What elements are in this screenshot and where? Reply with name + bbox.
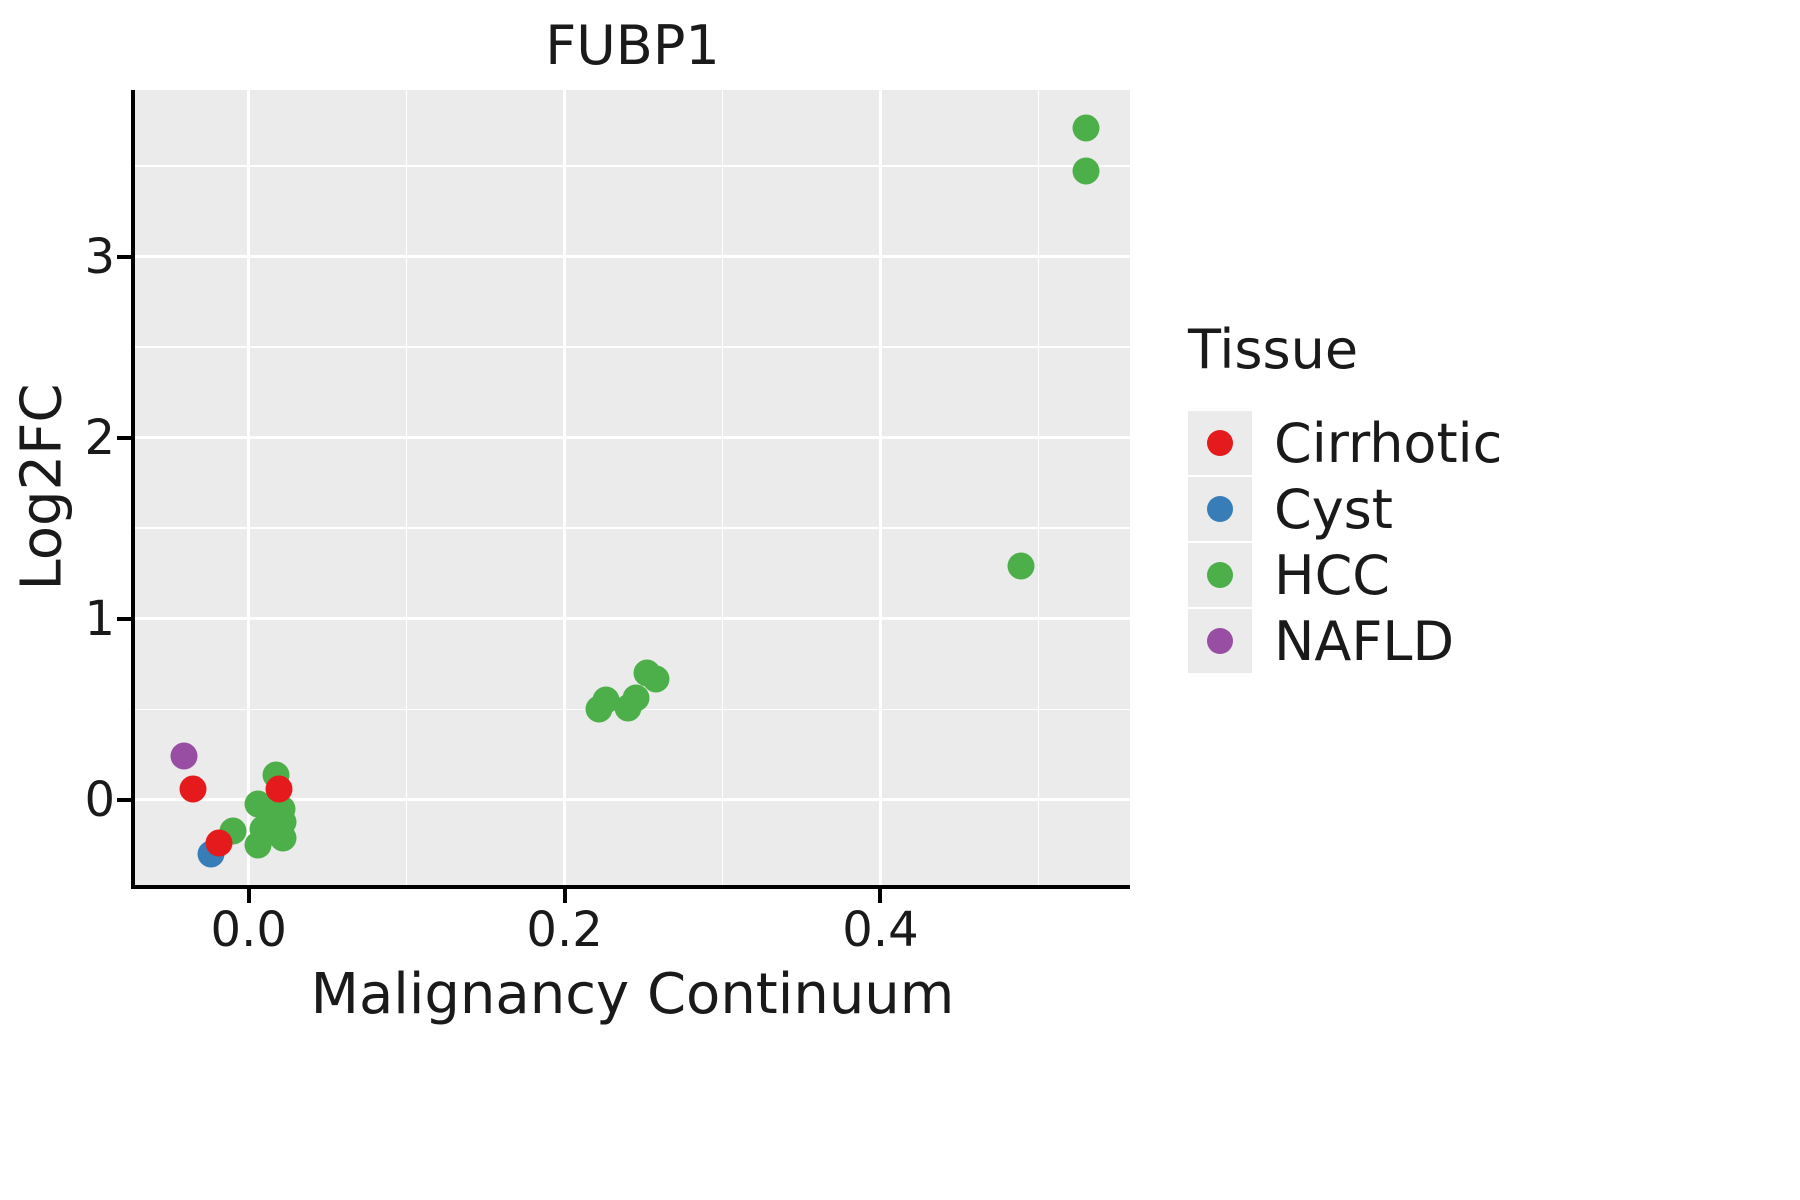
legend: Tissue Cirrhotic Cyst HCC NAFLD [1188,318,1502,675]
legend-item-cyst: Cyst [1188,477,1502,541]
x-tick [246,889,251,903]
data-point-hcc [1007,552,1035,580]
y-axis-line [131,90,135,889]
y-tick-label: 3 [84,228,115,285]
legend-key [1188,411,1252,475]
x-tick [878,889,883,903]
y-tick [117,435,131,440]
legend-label: HCC [1274,543,1391,607]
data-point-cirrhotic [265,775,293,803]
gridline-major-x [247,90,251,885]
gridline-major-y [135,255,1130,259]
x-axis-line [131,885,1130,889]
legend-dot-icon [1207,562,1233,588]
x-tick-label: 0.0 [210,902,287,958]
y-tick-label: 2 [84,409,115,466]
data-point-hcc [244,831,272,859]
legend-dot-icon [1207,496,1233,522]
legend-dot-icon [1207,430,1233,456]
x-axis-label: Malignancy Continuum [310,962,955,1027]
legend-item-cirrhotic: Cirrhotic [1188,411,1502,475]
gridline-minor-y [135,165,1130,167]
legend-key [1188,609,1252,673]
x-tick-label: 0.2 [526,902,603,958]
gridline-major-x [563,90,567,885]
gridline-minor-x [405,90,408,885]
legend-label: Cirrhotic [1274,411,1503,475]
data-point-hcc [642,665,670,693]
gridline-minor-y [135,527,1130,529]
plot-panel [135,90,1130,885]
legend-title: Tissue [1188,318,1359,381]
legend-items: Cirrhotic Cyst HCC NAFLD [1188,411,1502,673]
y-tick-label: 1 [84,590,115,647]
chart-title: FUBP1 [545,14,720,77]
gridline-major-y [135,617,1130,621]
data-point-hcc [269,824,297,852]
y-tick [117,797,131,802]
y-axis-label: Log2FC [9,383,75,591]
legend-item-nafld: NAFLD [1188,609,1502,673]
data-point-hcc [1072,114,1100,142]
gridline-major-y [135,436,1130,440]
legend-key [1188,477,1252,541]
legend-dot-icon [1207,628,1233,654]
legend-key [1188,543,1252,607]
gridline-minor-y [135,346,1130,348]
x-tick-label: 0.4 [842,902,919,958]
y-tick-label: 0 [84,771,115,828]
y-tick [117,616,131,621]
gridline-major-x [878,90,882,885]
y-tick [117,254,131,259]
legend-label: NAFLD [1274,609,1455,673]
x-tick [562,889,567,903]
data-point-nafld [170,742,198,770]
gridline-minor-x [1037,90,1040,885]
gridline-minor-x [721,90,724,885]
data-point-hcc [1072,157,1100,185]
gridline-major-y [135,798,1130,802]
legend-item-hcc: HCC [1188,543,1502,607]
data-point-hcc [622,684,650,712]
legend-label: Cyst [1274,477,1393,541]
data-point-cirrhotic [205,829,233,857]
data-point-cirrhotic [179,775,207,803]
